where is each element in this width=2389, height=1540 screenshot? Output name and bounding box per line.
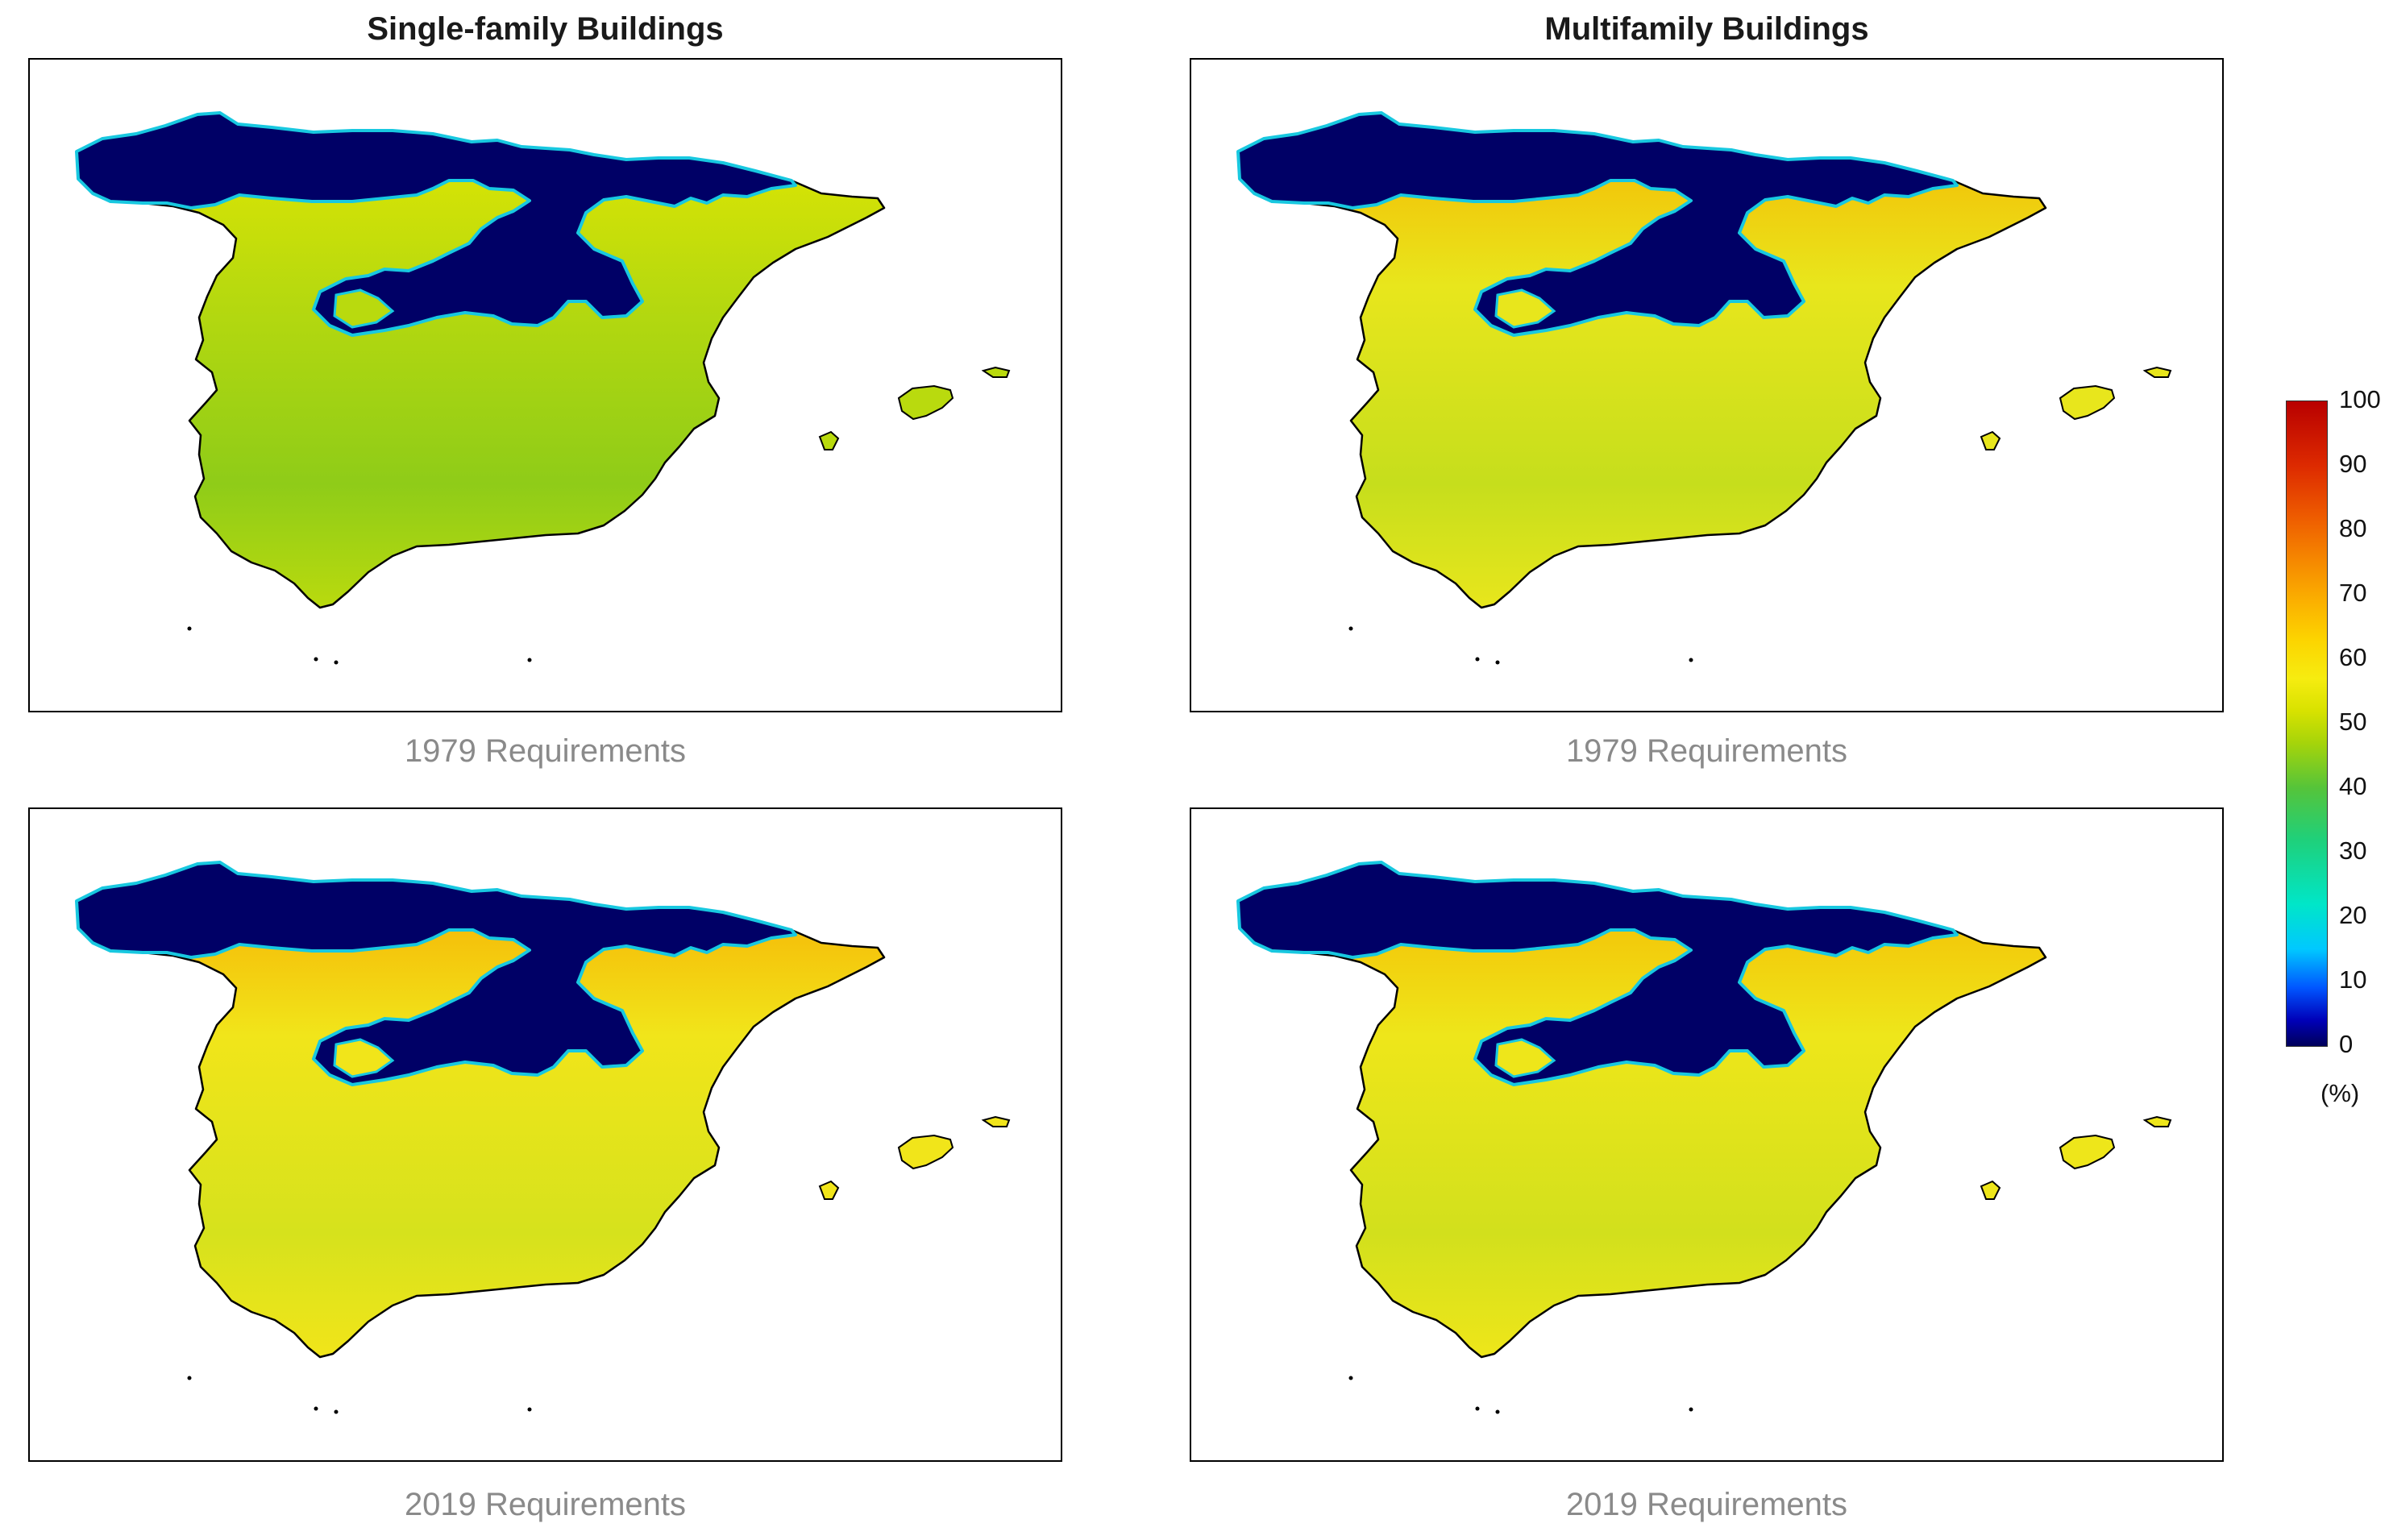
inland-region (333, 288, 395, 329)
colorbar-tick-label: 0 (2339, 1030, 2354, 1058)
island-ibiza (1980, 1180, 2001, 1200)
spain-map (75, 111, 1011, 665)
island-mallorca (897, 1134, 954, 1170)
island-ibiza (818, 1180, 840, 1200)
caption-multifamily-1979: 1979 Requirements (1565, 733, 1848, 769)
column-title-multifamily: Multifamily Buildings (1544, 11, 1869, 47)
colorbar-tick-label: 20 (2339, 901, 2367, 929)
inland-region (1494, 288, 1556, 329)
colorbar-tick-label: 30 (2339, 836, 2367, 865)
islet-marker (314, 1406, 318, 1411)
colorbar-tick-label: 70 (2339, 579, 2367, 607)
island-menorca (2142, 366, 2172, 378)
caption-single-family-1979: 1979 Requirements (404, 733, 687, 769)
island-menorca (981, 1115, 1011, 1127)
inland-region (1494, 1038, 1556, 1078)
island-mallorca (2059, 384, 2116, 421)
colorbar-tick-label: 50 (2339, 708, 2367, 736)
map-panel-multifamily-2019 (1190, 807, 2224, 1462)
islet-marker (334, 1409, 339, 1414)
map-panel-multifamily-1979 (1190, 58, 2224, 712)
colorbar-tick-label: 90 (2339, 450, 2367, 478)
inland-region (333, 1038, 395, 1078)
islet-marker (527, 1407, 532, 1412)
island-mallorca (897, 384, 954, 421)
spain-map (75, 861, 1011, 1414)
islet-marker (1689, 1407, 1693, 1412)
colorbar (2286, 401, 2328, 1047)
caption-single-family-2019: 2019 Requirements (404, 1487, 687, 1522)
northern-low-value-region (1236, 111, 1959, 337)
islet-marker (1689, 658, 1693, 662)
islet-marker (187, 626, 192, 631)
island-ibiza (1980, 430, 2001, 450)
islet-marker (527, 658, 532, 662)
spain-map (1236, 861, 2172, 1414)
colorbar-tick-label: 100 (2339, 385, 2381, 413)
islet-marker (187, 1376, 192, 1380)
islet-marker (314, 657, 318, 662)
colorbar-tick-label: 40 (2339, 772, 2367, 800)
colorbar-tick-label: 10 (2339, 965, 2367, 994)
islet-marker (1475, 1406, 1480, 1411)
island-ibiza (818, 430, 840, 450)
island-menorca (981, 366, 1011, 378)
island-menorca (2142, 1115, 2172, 1127)
colorbar-unit-label: (%) (2320, 1079, 2360, 1107)
island-mallorca (2059, 1134, 2116, 1170)
islet-marker (1495, 660, 1500, 665)
islet-marker (1348, 626, 1353, 631)
colorbar-tick-label: 80 (2339, 514, 2367, 542)
northern-low-value-region (75, 111, 797, 337)
caption-multifamily-2019: 2019 Requirements (1565, 1487, 1848, 1522)
map-panel-single-family-1979 (28, 58, 1062, 712)
islet-marker (334, 660, 339, 665)
column-title-single-family: Single-family Buildings (367, 11, 724, 47)
spain-map (1236, 111, 2172, 665)
northern-low-value-region (75, 861, 797, 1086)
map-panel-single-family-2019 (28, 807, 1062, 1462)
colorbar-tick-label: 60 (2339, 643, 2367, 671)
islet-marker (1475, 657, 1480, 662)
islet-marker (1495, 1409, 1500, 1414)
northern-low-value-region (1236, 861, 1959, 1086)
islet-marker (1348, 1376, 1353, 1380)
